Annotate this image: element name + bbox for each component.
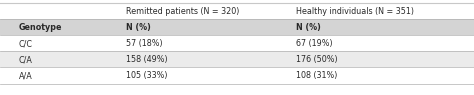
Text: 176 (50%): 176 (50%) (296, 55, 338, 64)
Text: Remitted patients (N = 320): Remitted patients (N = 320) (126, 7, 239, 16)
Text: N (%): N (%) (296, 23, 321, 32)
Text: 67 (19%): 67 (19%) (296, 39, 333, 48)
Bar (0, 67, 474, 84)
Bar (0, 3, 474, 19)
Text: A/A: A/A (19, 71, 33, 80)
Bar (0, 0, 474, 3)
Bar (0, 35, 474, 51)
Text: C/A: C/A (19, 55, 33, 64)
Text: Healthy individuals (N = 351): Healthy individuals (N = 351) (296, 7, 414, 16)
Text: Genotype: Genotype (19, 23, 63, 32)
Text: 105 (33%): 105 (33%) (126, 71, 167, 80)
Bar (0, 51, 474, 67)
Text: 108 (31%): 108 (31%) (296, 71, 337, 80)
Text: 57 (18%): 57 (18%) (126, 39, 162, 48)
Bar (0, 19, 474, 35)
Text: C/C: C/C (19, 39, 33, 48)
Text: 158 (49%): 158 (49%) (126, 55, 167, 64)
Text: N (%): N (%) (126, 23, 150, 32)
